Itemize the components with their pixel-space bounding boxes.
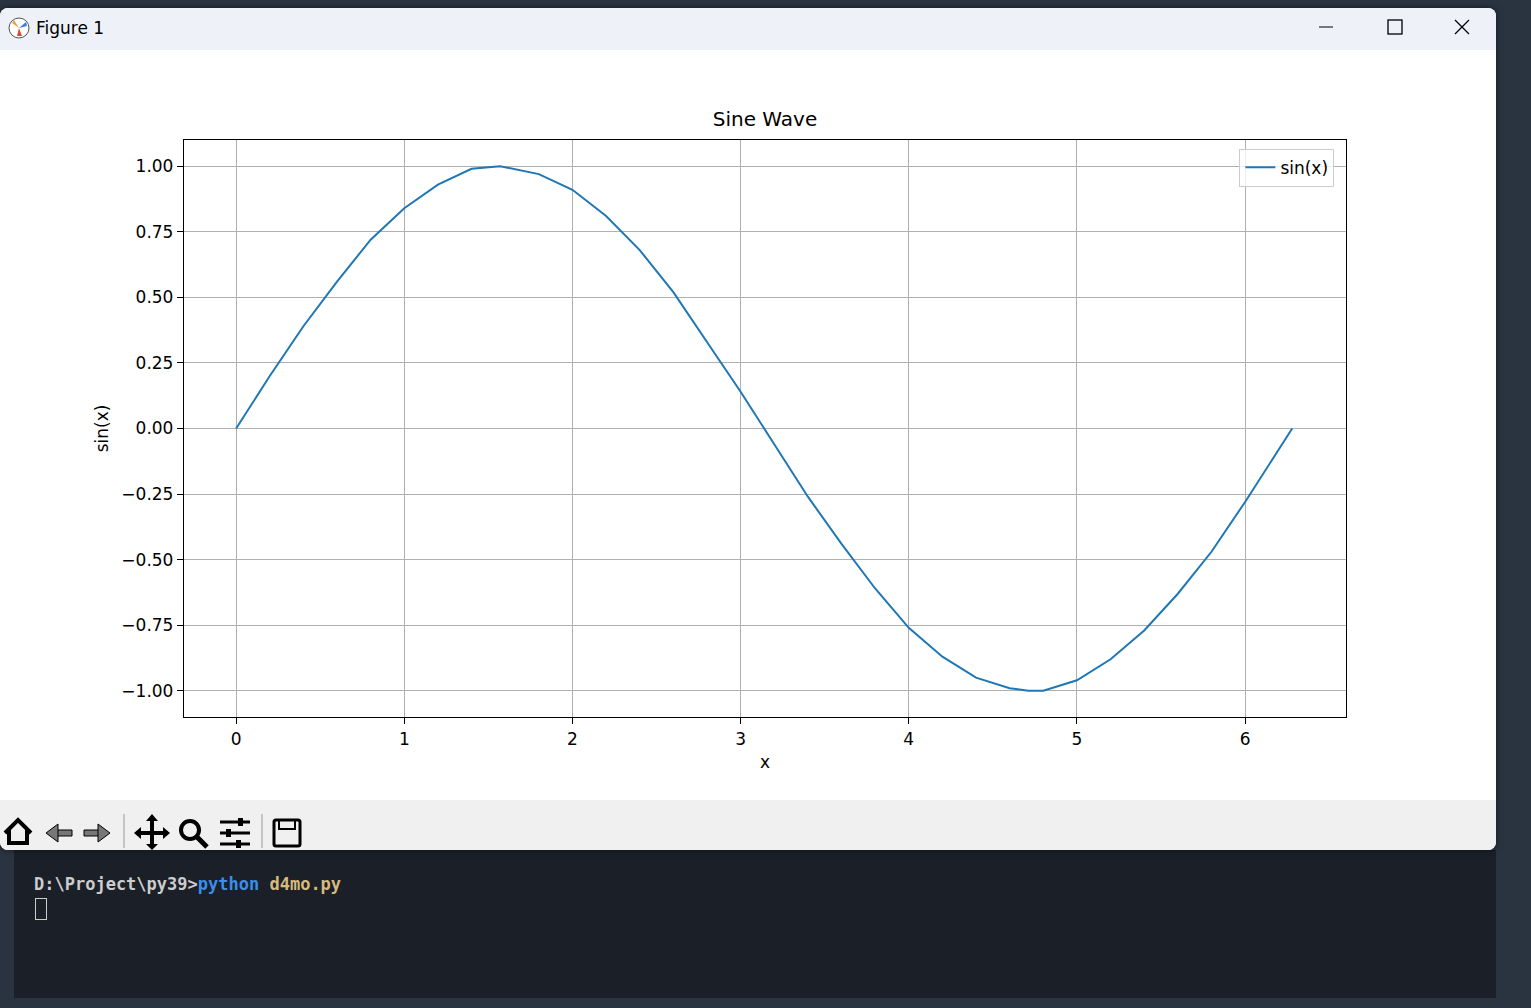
svg-text:0.00: 0.00 bbox=[136, 418, 174, 438]
svg-text:−0.25: −0.25 bbox=[121, 484, 173, 504]
svg-text:5: 5 bbox=[1072, 729, 1083, 749]
html-text:d4mo.py: d4mo.py bbox=[269, 874, 342, 894]
svg-text:0.75: 0.75 bbox=[136, 222, 174, 242]
svg-text:0: 0 bbox=[231, 729, 242, 749]
svg-text:x: x bbox=[760, 752, 770, 772]
svg-text:0.50: 0.50 bbox=[136, 287, 174, 307]
svg-text:3: 3 bbox=[735, 729, 746, 749]
svg-text:1.00: 1.00 bbox=[136, 156, 174, 176]
svg-text:2: 2 bbox=[567, 729, 578, 749]
svg-text:−1.00: −1.00 bbox=[121, 681, 173, 701]
svg-text:sin(x): sin(x) bbox=[1280, 158, 1328, 178]
svg-text:6: 6 bbox=[1240, 729, 1251, 749]
svg-text:4: 4 bbox=[903, 729, 914, 749]
svg-text:1: 1 bbox=[399, 729, 410, 749]
svg-text:sin(x): sin(x) bbox=[92, 405, 112, 453]
html-text:D:\Project\py39> python: D:\Project\py39> python bbox=[34, 874, 260, 894]
svg-text:Sine Wave: Sine Wave bbox=[713, 107, 817, 131]
svg-text:0.25: 0.25 bbox=[136, 353, 174, 373]
html-text:Figure 1: Figure 1 bbox=[36, 18, 105, 38]
svg-text:−0.75: −0.75 bbox=[121, 615, 173, 635]
svg-text:−0.50: −0.50 bbox=[121, 550, 173, 570]
